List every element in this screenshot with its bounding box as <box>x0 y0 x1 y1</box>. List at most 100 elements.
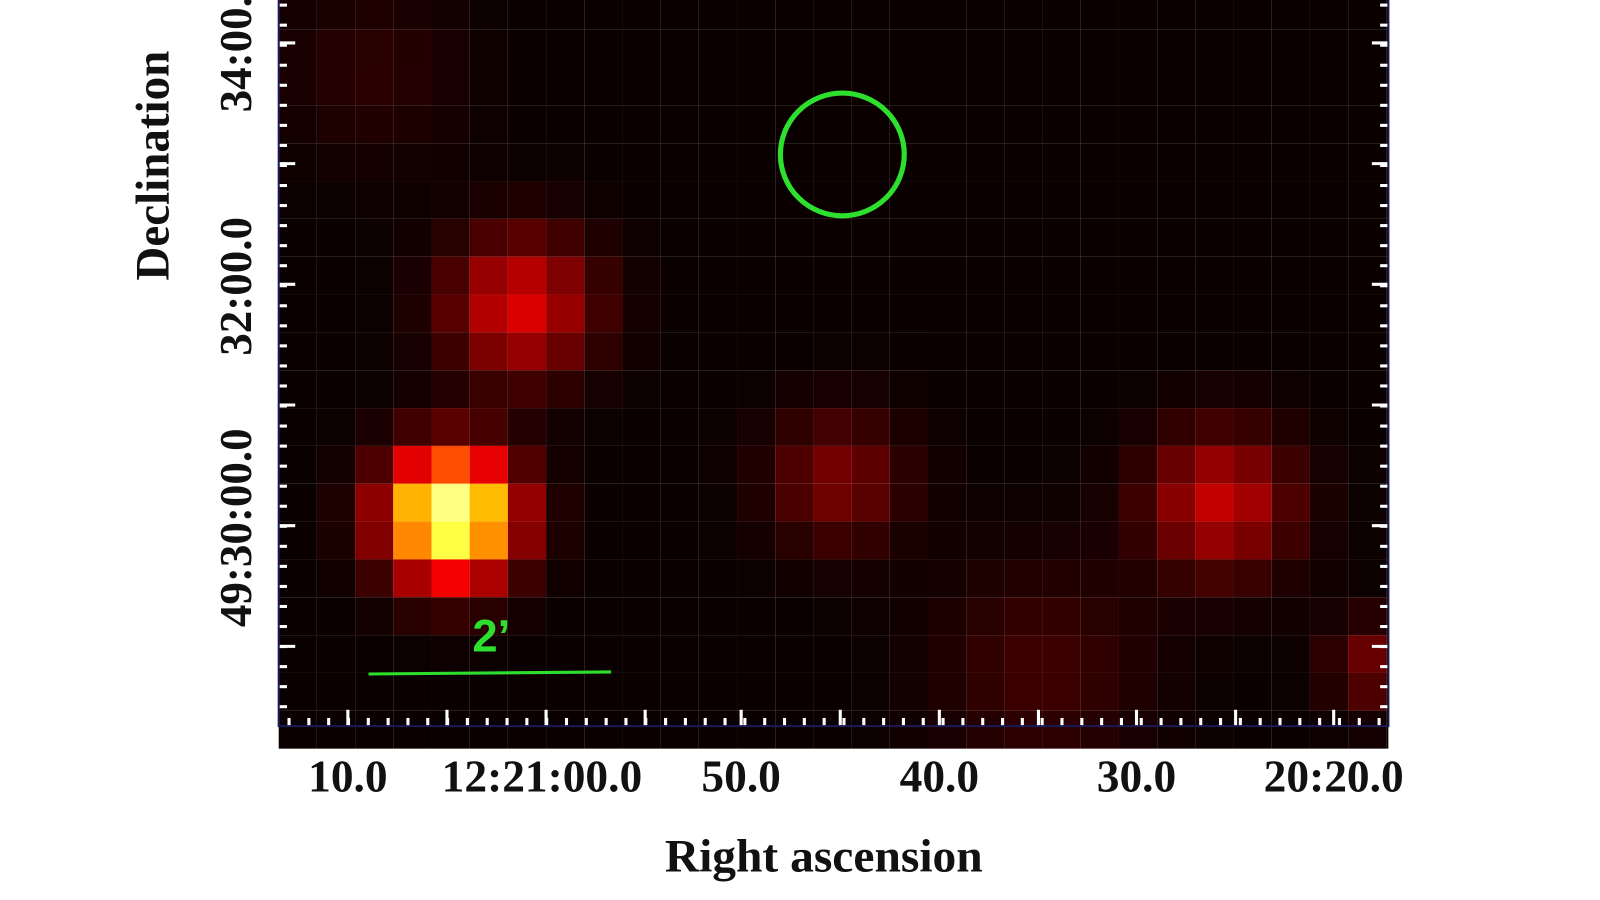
pixel <box>698 256 738 295</box>
pixel <box>1080 294 1119 333</box>
pixel <box>889 143 928 182</box>
pixel <box>966 0 1005 30</box>
pixel <box>698 483 738 522</box>
pixel <box>737 143 776 182</box>
pixel <box>469 672 508 711</box>
pixel <box>1195 408 1234 446</box>
pixel <box>1309 521 1349 560</box>
pixel <box>1271 445 1310 484</box>
pixel <box>469 635 508 673</box>
pixel <box>584 408 623 446</box>
pixel <box>1271 559 1310 598</box>
pixel <box>1157 635 1196 673</box>
pixel <box>622 218 661 257</box>
pixel <box>1195 445 1234 484</box>
pixel <box>1271 597 1310 636</box>
pixel <box>507 483 547 522</box>
pixel <box>1118 559 1158 598</box>
pixel <box>1080 105 1119 144</box>
pixel <box>1080 559 1119 598</box>
pixel <box>737 408 776 446</box>
pixel <box>622 710 661 749</box>
pixel <box>355 483 394 522</box>
pixel <box>584 294 623 333</box>
pixel <box>966 559 1005 598</box>
pixel <box>469 294 508 333</box>
pixel <box>1233 710 1272 749</box>
pixel <box>393 445 432 484</box>
pixel <box>737 635 776 673</box>
pixel <box>1042 67 1081 106</box>
pixel <box>1157 483 1196 522</box>
pixel <box>928 143 967 182</box>
pixel <box>1080 635 1119 673</box>
pixel <box>507 408 547 446</box>
pixel <box>737 445 776 484</box>
pixel <box>622 294 661 333</box>
pixel <box>1004 105 1043 144</box>
pixel <box>316 370 356 409</box>
pixel <box>660 105 699 144</box>
pixel <box>851 218 890 257</box>
pixel <box>622 521 661 560</box>
pixel <box>431 672 470 711</box>
pixel <box>1271 483 1310 522</box>
pixel <box>1042 445 1081 484</box>
pixel <box>1080 521 1119 560</box>
pixel <box>813 635 852 673</box>
pixel <box>431 445 470 484</box>
pixel <box>775 483 814 522</box>
pixel <box>355 521 394 560</box>
pixel <box>698 67 738 106</box>
pixel <box>928 256 967 295</box>
pixel <box>851 521 890 560</box>
pixel <box>851 143 890 182</box>
pixel <box>1042 710 1081 749</box>
pixel <box>1042 256 1081 295</box>
pixel <box>775 370 814 409</box>
pixel <box>851 256 890 295</box>
pixel <box>737 256 776 295</box>
pixel <box>431 559 470 598</box>
pixel <box>278 597 317 636</box>
y-tick-labels: 34:00.0 32:00.0 49:30:00.0 <box>211 0 261 627</box>
frame-ticks <box>278 3 1389 727</box>
pixel <box>622 559 661 598</box>
pixel <box>393 105 432 144</box>
pixel <box>316 332 356 371</box>
pixel <box>1080 143 1119 182</box>
pixel <box>1233 105 1272 144</box>
pixel <box>431 294 470 333</box>
pixel <box>1233 370 1272 409</box>
pixel <box>316 483 356 522</box>
pixel <box>698 105 738 144</box>
pixel <box>966 105 1005 144</box>
pixel <box>660 29 699 68</box>
pixel <box>546 521 585 560</box>
pixel <box>1157 597 1196 636</box>
pixel <box>431 29 470 68</box>
pixel <box>355 635 394 673</box>
pixel <box>393 218 432 257</box>
pixel <box>1233 597 1272 636</box>
pixel <box>1271 105 1310 144</box>
pixel <box>469 29 508 68</box>
pixel <box>622 0 661 30</box>
pixel <box>1309 710 1349 749</box>
pixel <box>622 635 661 673</box>
pixel <box>1271 635 1310 673</box>
pixel <box>507 294 547 333</box>
pixel <box>393 635 432 673</box>
pixel <box>851 672 890 711</box>
pixel <box>1004 672 1043 711</box>
pixel <box>278 181 317 219</box>
pixel <box>889 483 928 522</box>
pixel <box>1157 218 1196 257</box>
pixel <box>889 218 928 257</box>
pixel <box>1004 67 1043 106</box>
pixel <box>507 105 547 144</box>
pixel <box>775 332 814 371</box>
pixel <box>1004 29 1043 68</box>
pixel <box>584 0 623 30</box>
pixel <box>584 29 623 68</box>
